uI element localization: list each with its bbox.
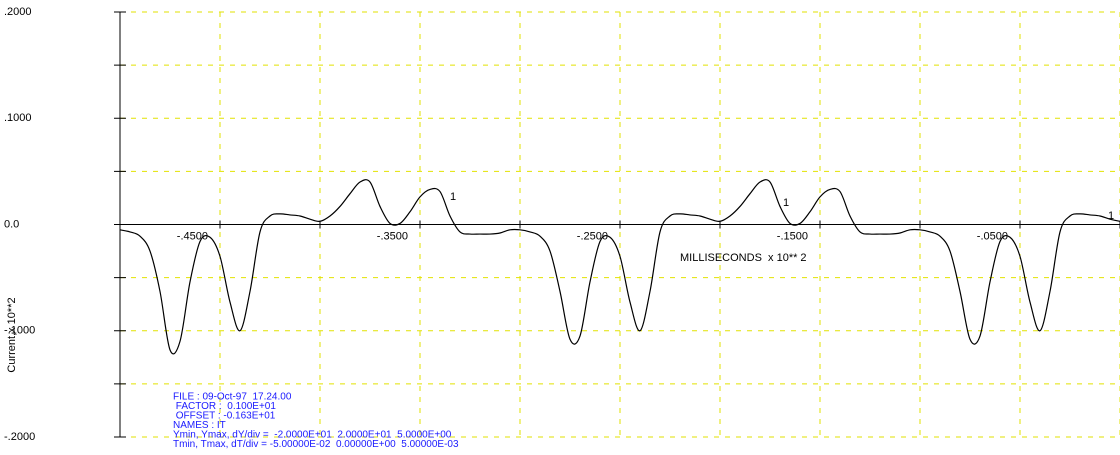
x-tick-label: -.1500	[777, 230, 808, 242]
curve-label: 1	[1108, 210, 1114, 222]
x-axis-label: MILLISECONDS x 10** 2	[680, 252, 807, 264]
curve-label: 1	[450, 191, 456, 203]
info-line: FILE : 09-Oct-97 17.24.00	[173, 392, 292, 403]
info-line: Ymin, Ymax, dY/div = -2.0000E+01 2.0000E…	[173, 430, 452, 441]
info-line: Tmin, Tmax, dT/div = -5.00000E-02 0.0000…	[173, 439, 459, 450]
info-line: NAMES : IT	[173, 420, 226, 431]
x-tick-label: -.3500	[377, 230, 408, 242]
series-line	[119, 179, 1120, 355]
y-tick-label: -.2000	[4, 431, 35, 443]
x-tick-label: -.2500	[577, 230, 608, 242]
curve-label: 1	[783, 197, 789, 209]
x-tick-label: -.0500	[977, 230, 1008, 242]
y-tick-label: .1000	[4, 112, 32, 124]
y-axis-label: Current,x 10**2	[6, 297, 18, 372]
y-tick-label: 0.0	[4, 218, 19, 230]
y-tick-label: .2000	[4, 6, 32, 18]
info-line: OFFSET : -0.163E+01	[173, 411, 276, 422]
info-line: FACTOR : 0.100E+01	[173, 401, 276, 412]
y-tick-label: -.1000	[4, 325, 35, 337]
x-tick-label: -.4500	[177, 230, 208, 242]
